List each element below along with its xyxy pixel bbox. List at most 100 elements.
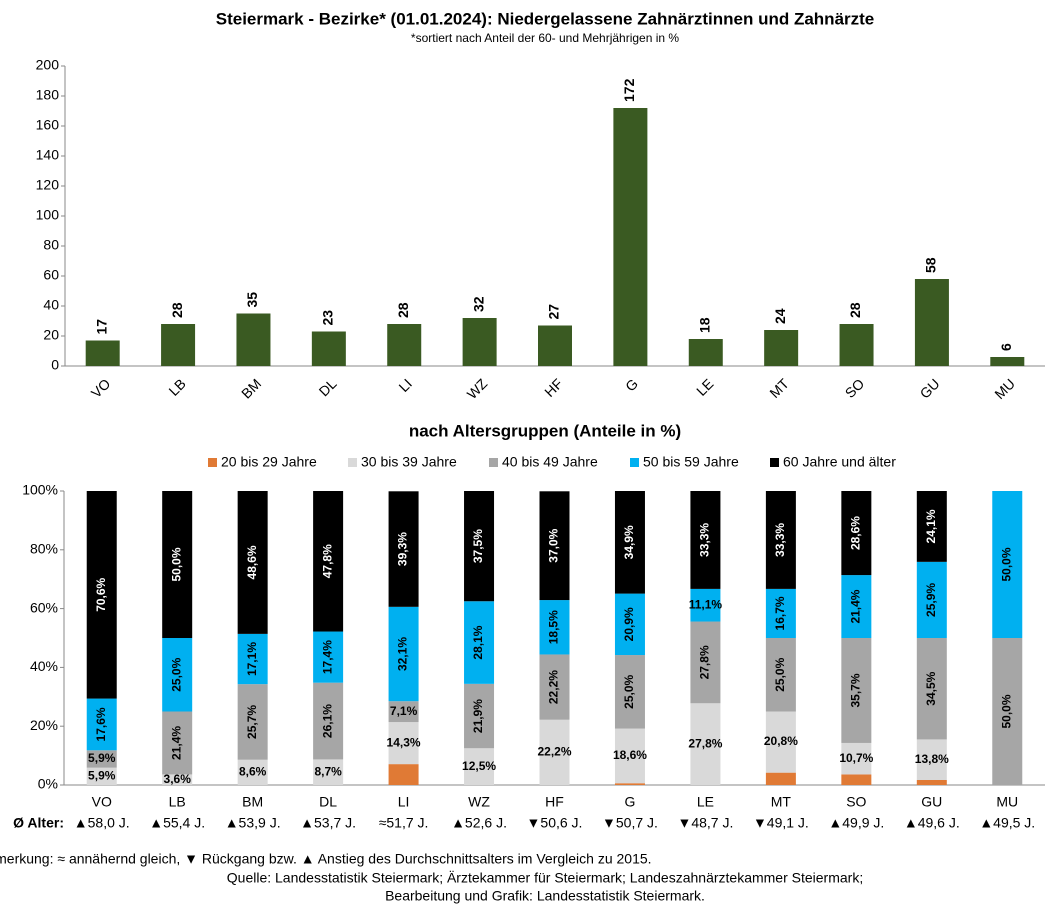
x-tick-label: LB: [165, 375, 188, 398]
bar-segment: [86, 750, 117, 768]
data-label: 3,6%: [164, 772, 192, 786]
data-label: 37,0%: [547, 528, 561, 562]
data-label: 21,4%: [849, 589, 863, 623]
bar-segment: [765, 772, 796, 785]
data-label: 25,0%: [773, 657, 787, 691]
bar-segment: [765, 588, 796, 638]
bar-segment: [464, 748, 495, 785]
avg-age: ▼50,6 J.: [527, 815, 583, 831]
data-label: 35: [244, 292, 260, 308]
y-tick-label: 20: [43, 327, 59, 343]
bar-segment: [841, 491, 872, 576]
x-tick-label: BM: [242, 794, 263, 810]
y-tick-label: 200: [36, 57, 60, 73]
bar-segment: [841, 575, 872, 638]
data-label: 28,1%: [471, 625, 485, 659]
bar-segment: [162, 491, 193, 638]
chart-title: nach Altersgruppen (Anteile in %): [409, 421, 681, 440]
bar-segment: [464, 491, 495, 602]
bar-segment: [690, 621, 721, 704]
bar: [688, 339, 723, 366]
data-label: 20,8%: [764, 734, 798, 748]
bar-segment: [237, 633, 268, 685]
data-label: 70,6%: [94, 577, 108, 611]
data-label: 37,5%: [471, 529, 485, 563]
data-label: 39,3%: [396, 532, 410, 566]
bar-segment: [313, 682, 344, 760]
data-label: 5,9%: [88, 768, 116, 782]
data-label: 10,7%: [839, 751, 873, 765]
bar: [839, 324, 874, 366]
legend-label: 60 Jahre und älter: [783, 454, 896, 470]
bar: [311, 331, 346, 366]
bar-segment: [388, 491, 419, 607]
bar-segment: [841, 774, 872, 785]
data-label: 21,4%: [169, 726, 183, 760]
data-label: 24,1%: [924, 509, 938, 543]
legend-label: 30 bis 39 Jahre: [361, 454, 457, 470]
data-label: 35,7%: [849, 673, 863, 707]
x-tick-label: SO: [846, 794, 866, 810]
bar: [538, 325, 572, 366]
x-tick-label: DL: [316, 375, 340, 399]
x-tick-label: G: [622, 375, 641, 394]
bar: [990, 357, 1025, 366]
data-label: 47,8%: [320, 544, 334, 578]
data-label: 25,9%: [924, 583, 938, 617]
avg-age: ▲53,7 J.: [300, 815, 356, 831]
x-tick-label: BM: [238, 375, 264, 401]
bar-segment: [539, 719, 570, 785]
x-tick-label: GU: [917, 375, 943, 401]
data-label: 13,8%: [915, 752, 949, 766]
y-tick-label: 20%: [30, 717, 58, 733]
x-tick-label: LB: [169, 794, 186, 810]
bar-segment: [539, 654, 570, 720]
bar-segment: [388, 722, 419, 765]
bar-segment: [690, 703, 721, 785]
bar: [764, 330, 799, 366]
x-tick-label: MT: [766, 375, 792, 401]
source: Bearbeitung und Grafik: Landesstatistik …: [385, 888, 705, 904]
x-tick-label: GU: [921, 794, 942, 810]
data-label: 50,0%: [999, 547, 1013, 581]
legend-label: 50 bis 59 Jahre: [643, 454, 739, 470]
avg-age: ▼50,7 J.: [602, 815, 658, 831]
bar-segment: [690, 491, 721, 589]
data-label: 8,6%: [239, 765, 267, 779]
data-label: 33,3%: [698, 523, 712, 557]
y-tick-label: 40%: [30, 658, 58, 674]
bar-segment: [690, 588, 721, 622]
x-tick-label: LE: [697, 794, 714, 810]
data-label: 14,3%: [387, 735, 421, 749]
avg-age: ▲53,9 J.: [225, 815, 281, 831]
data-label: 27,8%: [698, 645, 712, 679]
chart-title: Steiermark - Bezirke* (01.01.2024): Nied…: [216, 9, 875, 28]
bar-segment: [765, 711, 796, 773]
data-label: 8,7%: [314, 764, 342, 778]
data-label: 32,1%: [396, 637, 410, 671]
data-label: 50,0%: [169, 547, 183, 581]
bar: [236, 313, 271, 366]
x-tick-label: LI: [398, 794, 410, 810]
data-label: 7,1%: [390, 704, 418, 718]
x-tick-label: SO: [842, 375, 868, 401]
legend-label: 40 bis 49 Jahre: [502, 454, 598, 470]
bar-segment: [388, 606, 419, 702]
bar-segment: [86, 491, 117, 699]
legend-marker: [348, 458, 357, 467]
bar-segment: [916, 561, 947, 638]
x-tick-label: LI: [395, 375, 415, 395]
bar-segment: [916, 491, 947, 562]
data-label: 6: [998, 343, 1014, 351]
bar-segment: [388, 764, 419, 785]
data-label: 17,1%: [245, 642, 259, 676]
data-label: 28: [847, 302, 863, 318]
data-label: 34,9%: [622, 525, 636, 559]
data-label: 16,7%: [773, 596, 787, 630]
bar-segment: [313, 491, 344, 632]
data-label: 28: [169, 302, 185, 318]
data-label: 20,9%: [622, 607, 636, 641]
data-label: 27,8%: [688, 736, 722, 750]
bar-segment: [86, 698, 117, 751]
y-tick-label: 160: [36, 117, 60, 133]
